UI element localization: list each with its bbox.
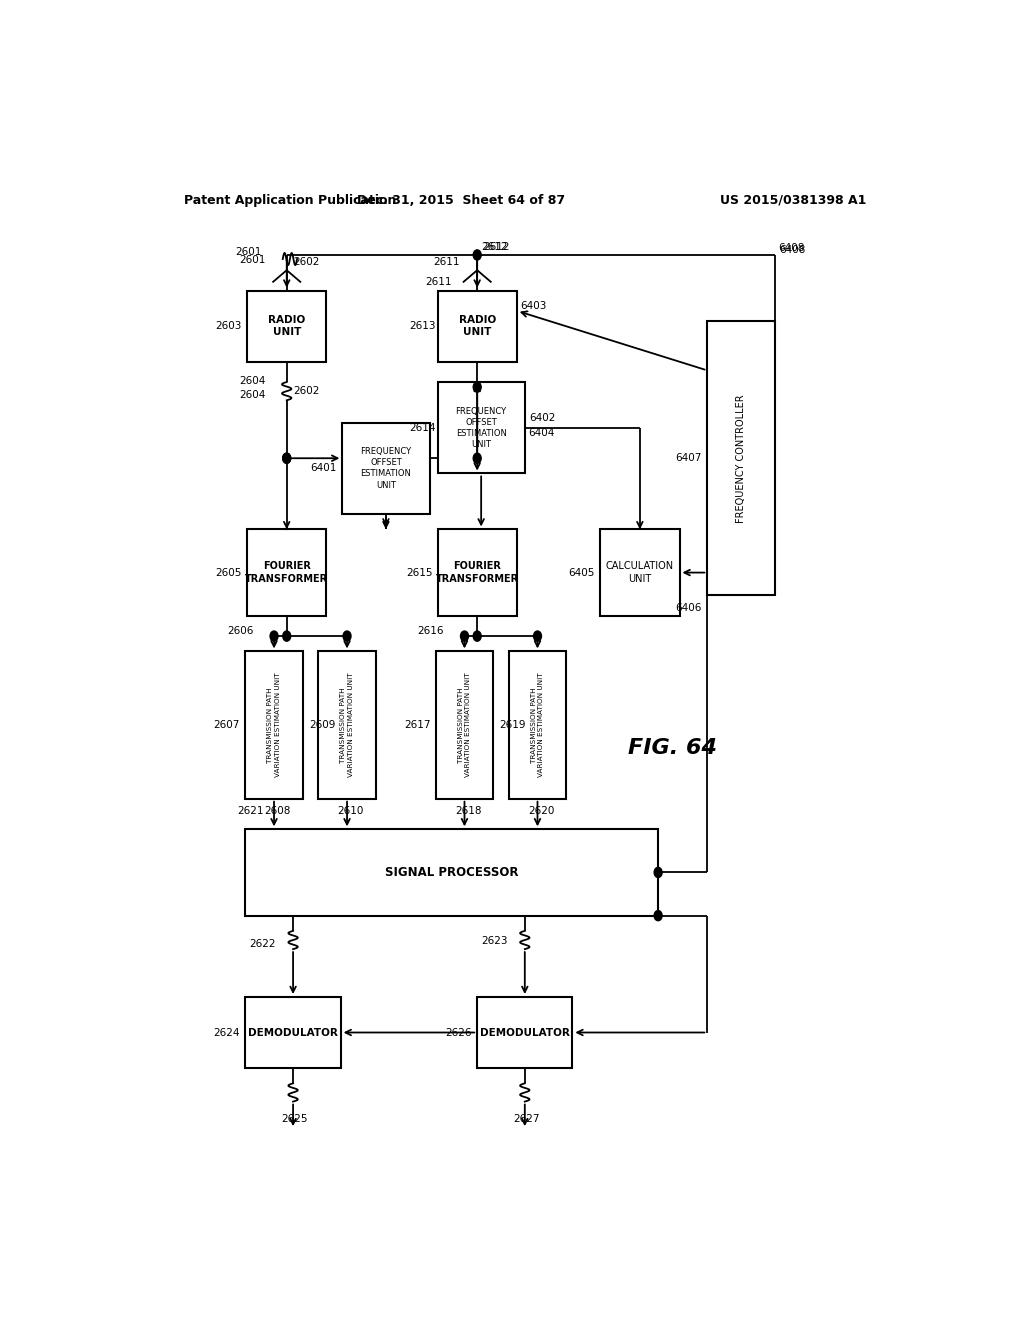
Circle shape bbox=[270, 631, 278, 642]
Text: FOURIER
TRANSFORMER: FOURIER TRANSFORMER bbox=[435, 561, 519, 583]
Bar bbox=[437, 381, 524, 474]
Text: 2619: 2619 bbox=[500, 719, 526, 730]
Text: 2608: 2608 bbox=[264, 807, 291, 816]
Text: 2616: 2616 bbox=[418, 626, 444, 636]
Text: 2613: 2613 bbox=[410, 321, 436, 331]
Text: DEMODULATOR: DEMODULATOR bbox=[480, 1027, 569, 1038]
Circle shape bbox=[473, 381, 481, 392]
Bar bbox=[342, 422, 430, 515]
Text: RADIO
UNIT: RADIO UNIT bbox=[459, 315, 496, 338]
Text: 6408: 6408 bbox=[778, 243, 804, 253]
Bar bbox=[318, 651, 376, 799]
Text: 2617: 2617 bbox=[404, 719, 431, 730]
Text: FREQUENCY CONTROLLER: FREQUENCY CONTROLLER bbox=[736, 393, 746, 523]
Circle shape bbox=[343, 631, 351, 642]
Text: 2615: 2615 bbox=[406, 568, 432, 578]
Text: 2603: 2603 bbox=[215, 321, 242, 331]
Text: 2624: 2624 bbox=[214, 1027, 241, 1038]
Circle shape bbox=[654, 867, 663, 878]
Text: 2627: 2627 bbox=[513, 1114, 540, 1123]
Text: 6405: 6405 bbox=[568, 568, 595, 578]
Bar bbox=[436, 651, 494, 799]
Text: FIG. 64: FIG. 64 bbox=[628, 738, 717, 758]
Text: 6406: 6406 bbox=[676, 603, 702, 612]
Text: 2614: 2614 bbox=[410, 422, 436, 433]
Circle shape bbox=[473, 453, 481, 463]
Circle shape bbox=[654, 911, 663, 921]
Circle shape bbox=[283, 453, 291, 463]
Bar bbox=[600, 529, 680, 615]
Text: 6401: 6401 bbox=[310, 463, 337, 474]
Text: 2611: 2611 bbox=[433, 257, 460, 267]
Bar bbox=[247, 290, 327, 362]
Text: 2611: 2611 bbox=[426, 277, 453, 288]
Text: TRANSMISSION PATH
VARIATION ESTIMATION UNIT: TRANSMISSION PATH VARIATION ESTIMATION U… bbox=[267, 673, 281, 777]
Text: 2618: 2618 bbox=[455, 807, 481, 816]
Circle shape bbox=[283, 631, 291, 642]
Text: SIGNAL PROCESSOR: SIGNAL PROCESSOR bbox=[385, 866, 518, 879]
Bar bbox=[246, 997, 341, 1068]
Circle shape bbox=[534, 631, 542, 642]
Text: 2606: 2606 bbox=[227, 626, 254, 636]
Text: 2602: 2602 bbox=[293, 257, 319, 267]
Text: 2609: 2609 bbox=[309, 719, 335, 730]
Bar bbox=[477, 997, 572, 1068]
Text: 6404: 6404 bbox=[528, 428, 554, 438]
Text: DEMODULATOR: DEMODULATOR bbox=[248, 1027, 338, 1038]
Bar bbox=[437, 529, 517, 615]
Text: 6407: 6407 bbox=[676, 453, 702, 463]
Circle shape bbox=[283, 453, 291, 463]
Text: Dec. 31, 2015  Sheet 64 of 87: Dec. 31, 2015 Sheet 64 of 87 bbox=[357, 194, 565, 207]
Bar bbox=[708, 321, 775, 595]
Text: TRANSMISSION PATH
VARIATION ESTIMATION UNIT: TRANSMISSION PATH VARIATION ESTIMATION U… bbox=[530, 673, 544, 777]
Text: 2601: 2601 bbox=[236, 247, 261, 257]
Bar bbox=[437, 290, 517, 362]
Bar bbox=[509, 651, 566, 799]
Circle shape bbox=[473, 631, 481, 642]
Text: 2620: 2620 bbox=[528, 807, 554, 816]
Text: 2612: 2612 bbox=[481, 242, 508, 252]
Text: TRANSMISSION PATH
VARIATION ESTIMATION UNIT: TRANSMISSION PATH VARIATION ESTIMATION U… bbox=[458, 673, 471, 777]
Bar bbox=[247, 529, 327, 615]
Text: 2612: 2612 bbox=[483, 242, 510, 252]
Text: 2602: 2602 bbox=[293, 387, 319, 396]
Text: 2601: 2601 bbox=[240, 255, 265, 265]
Text: FREQUENCY
OFFSET
ESTIMATION
UNIT: FREQUENCY OFFSET ESTIMATION UNIT bbox=[456, 407, 507, 449]
Text: 6408: 6408 bbox=[778, 246, 805, 255]
Text: 2604: 2604 bbox=[240, 376, 265, 385]
Text: TRANSMISSION PATH
VARIATION ESTIMATION UNIT: TRANSMISSION PATH VARIATION ESTIMATION U… bbox=[340, 673, 353, 777]
Text: 2621: 2621 bbox=[238, 807, 264, 816]
Text: 2610: 2610 bbox=[338, 807, 364, 816]
Text: Patent Application Publication: Patent Application Publication bbox=[183, 194, 396, 207]
Text: 2623: 2623 bbox=[481, 936, 508, 946]
Circle shape bbox=[473, 249, 481, 260]
Text: 2604: 2604 bbox=[240, 391, 265, 400]
Text: 2622: 2622 bbox=[250, 939, 275, 949]
Bar bbox=[246, 829, 658, 916]
Text: 6402: 6402 bbox=[528, 413, 555, 422]
Text: CALCULATION
UNIT: CALCULATION UNIT bbox=[606, 561, 674, 583]
Circle shape bbox=[461, 631, 468, 642]
Bar bbox=[246, 651, 303, 799]
Text: 6403: 6403 bbox=[520, 301, 547, 310]
Text: 2625: 2625 bbox=[282, 1114, 307, 1123]
Text: US 2015/0381398 A1: US 2015/0381398 A1 bbox=[720, 194, 866, 207]
Text: FREQUENCY
OFFSET
ESTIMATION
UNIT: FREQUENCY OFFSET ESTIMATION UNIT bbox=[360, 447, 412, 490]
Text: 2626: 2626 bbox=[445, 1027, 472, 1038]
Text: FOURIER
TRANSFORMER: FOURIER TRANSFORMER bbox=[245, 561, 329, 583]
Text: RADIO
UNIT: RADIO UNIT bbox=[268, 315, 305, 338]
Text: 2607: 2607 bbox=[214, 719, 240, 730]
Text: 2605: 2605 bbox=[215, 568, 242, 578]
